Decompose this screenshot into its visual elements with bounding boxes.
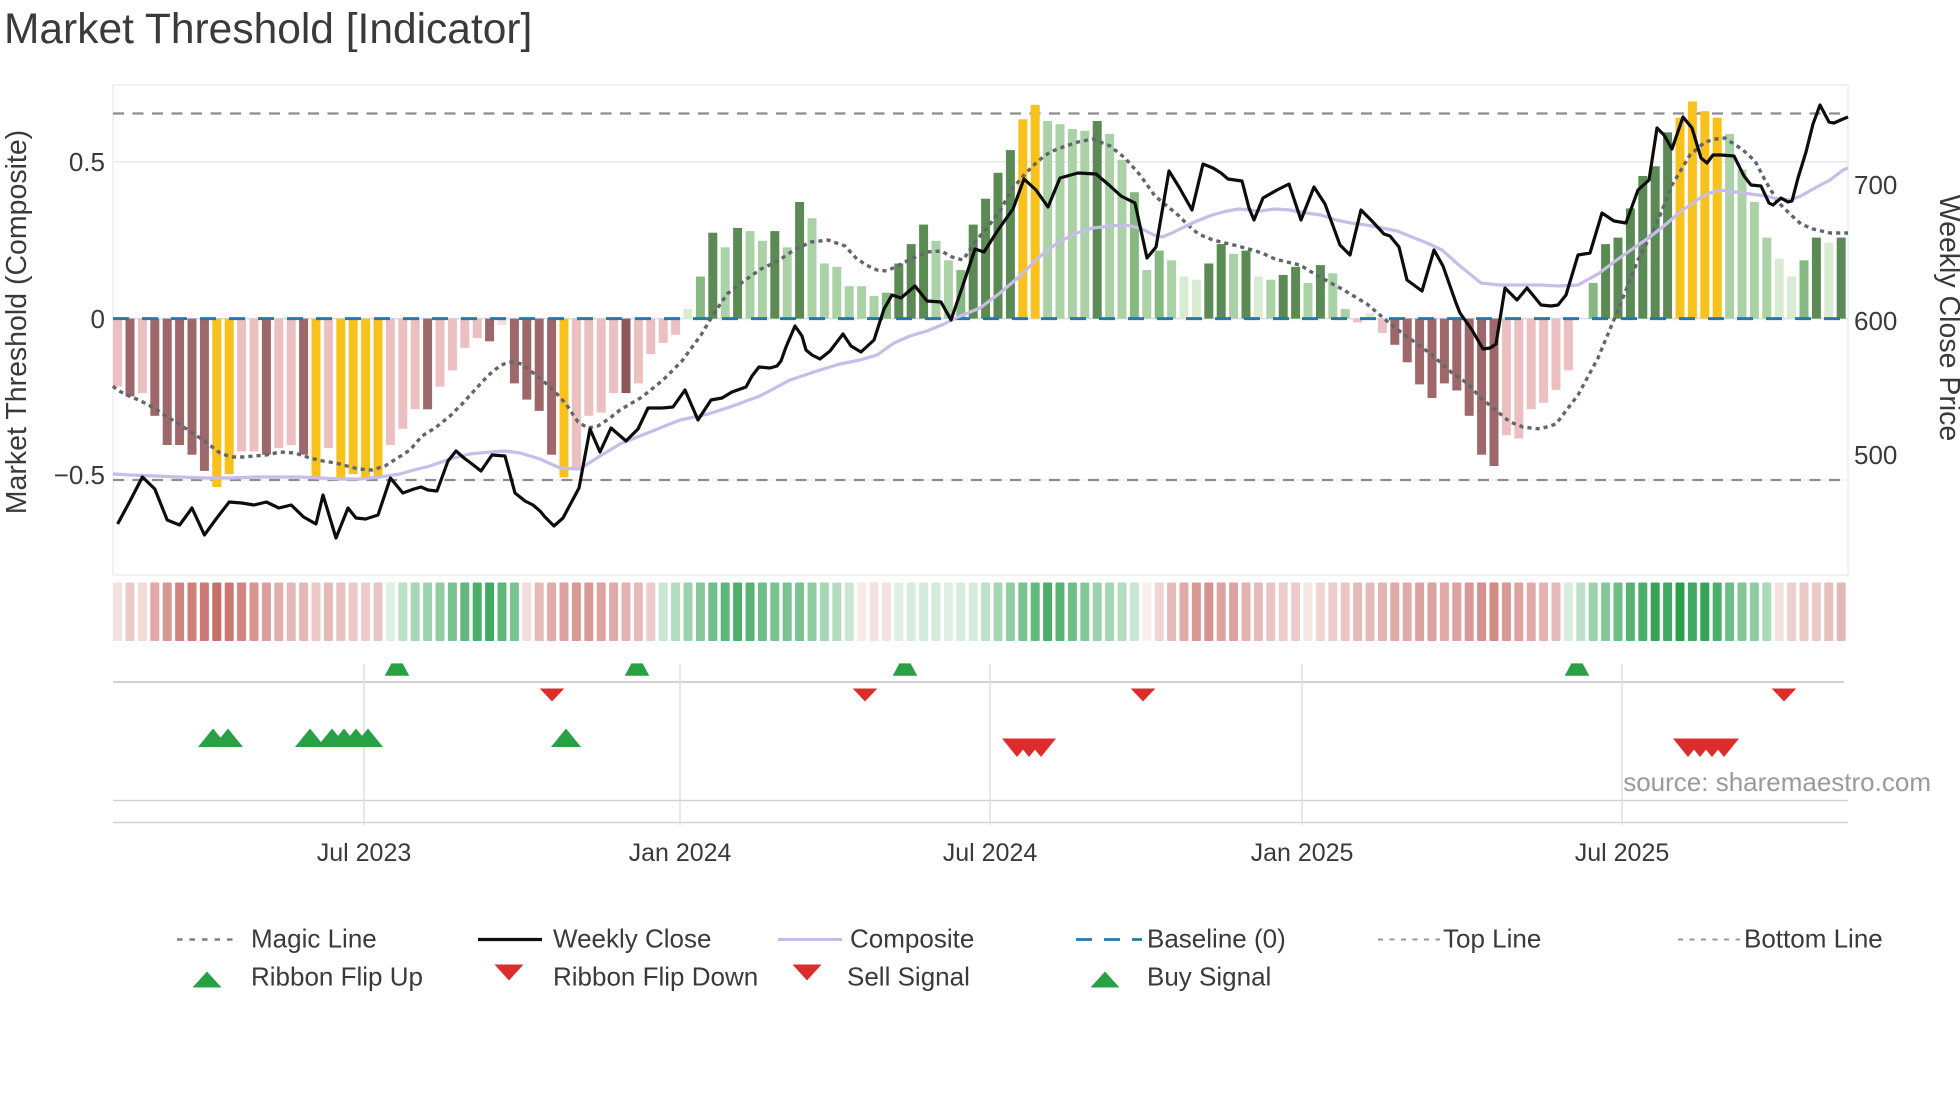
svg-text:700: 700 — [1854, 170, 1897, 200]
svg-text:Baseline (0): Baseline (0) — [1147, 924, 1286, 954]
svg-text:Jul 2024: Jul 2024 — [943, 839, 1038, 867]
svg-text:Bottom Line: Bottom Line — [1744, 924, 1883, 954]
svg-text:Jul 2025: Jul 2025 — [1575, 839, 1670, 867]
svg-text:Weekly Close: Weekly Close — [553, 924, 711, 954]
svg-text:0.5: 0.5 — [69, 147, 105, 177]
svg-text:−0.5: −0.5 — [54, 460, 105, 490]
svg-text:0: 0 — [91, 304, 105, 334]
svg-text:Weekly Close Price: Weekly Close Price — [1933, 195, 1960, 442]
svg-text:Magic Line: Magic Line — [251, 924, 377, 954]
svg-text:Market Threshold (Composite): Market Threshold (Composite) — [1, 130, 33, 514]
svg-text:Top Line: Top Line — [1443, 924, 1541, 954]
svg-text:Jul 2023: Jul 2023 — [317, 839, 412, 867]
svg-text:Jan 2025: Jan 2025 — [1251, 839, 1354, 867]
svg-text:Jan 2024: Jan 2024 — [629, 839, 732, 867]
svg-text:Ribbon Flip Down: Ribbon Flip Down — [553, 962, 758, 992]
svg-text:Composite: Composite — [850, 924, 974, 954]
svg-text:Ribbon Flip Up: Ribbon Flip Up — [251, 962, 423, 992]
svg-text:source: sharemaestro.com: source: sharemaestro.com — [1623, 767, 1931, 797]
svg-text:Sell Signal: Sell Signal — [847, 962, 970, 992]
svg-text:600: 600 — [1854, 306, 1897, 336]
svg-text:500: 500 — [1854, 440, 1897, 470]
svg-text:Market Threshold [Indicator]: Market Threshold [Indicator] — [4, 6, 532, 53]
svg-text:Buy Signal: Buy Signal — [1147, 962, 1271, 992]
